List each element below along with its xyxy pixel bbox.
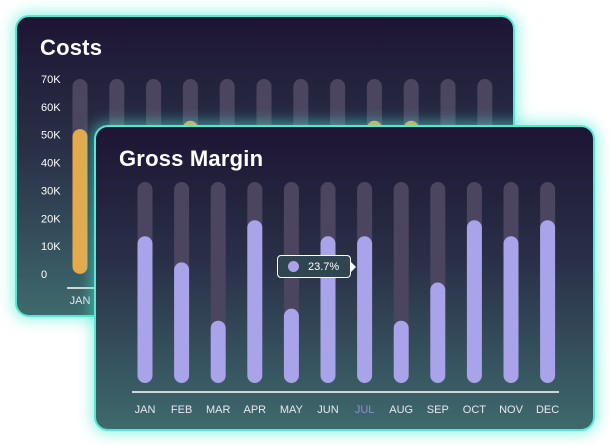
x-tick-label-jan: JAN: [135, 404, 156, 416]
y-tick-label: 50K: [41, 130, 61, 142]
bar-jul: [357, 236, 373, 383]
bar-jan: [137, 236, 153, 383]
bar-nov: [503, 236, 519, 383]
y-tick-label: 70K: [41, 74, 61, 86]
bar-dec: [540, 220, 556, 383]
bar-oct: [466, 220, 482, 383]
x-tick-label-aug: AUG: [389, 404, 413, 416]
tooltip-dot: [288, 261, 299, 272]
y-tick-label: 0: [41, 269, 47, 281]
x-tick-label-nov: NOV: [499, 404, 524, 416]
x-tick-label-jun: JUN: [317, 404, 338, 416]
x-tick-label-dec: DEC: [536, 404, 559, 416]
gross-margin-title: Gross Margin: [119, 146, 264, 171]
costs-title: Costs: [40, 35, 103, 60]
x-tick-label-apr: APR: [243, 404, 266, 416]
bar-jan: [72, 129, 88, 274]
x-tick-label-may: MAY: [280, 404, 304, 416]
bar-apr: [247, 220, 263, 383]
bar-feb: [174, 262, 190, 383]
gross-margin-chart: JAN FEB MAR APR MAY JUN JUL AUG SEP OCT NOV DEC: [132, 182, 559, 416]
bar-sep: [430, 282, 446, 383]
x-tick-label-mar: MAR: [206, 404, 231, 416]
value-tooltip: 23.7%: [277, 255, 356, 278]
y-tick-label: 10K: [41, 241, 61, 253]
bar-mar: [210, 320, 226, 383]
y-tick-label: 40K: [41, 158, 61, 170]
y-tick-label: 30K: [41, 185, 61, 197]
x-tick-label-jul: JUL: [355, 404, 375, 416]
x-tick-label-feb: FEB: [171, 404, 192, 416]
x-tick-label-sep: SEP: [427, 404, 449, 416]
y-tick-label: 20K: [41, 213, 61, 225]
bar-may: [283, 308, 299, 383]
x-tick-label-oct: OCT: [463, 404, 487, 416]
y-tick-label: 60K: [41, 102, 61, 114]
tooltip-value: 23.7%: [308, 260, 340, 273]
bar-aug: [393, 320, 409, 383]
gross-margin-card: Gross Margin JAN FEB MAR APR MAY JUN JUL AUG SEP…: [94, 125, 595, 431]
x-tick-label: JAN: [70, 295, 91, 307]
